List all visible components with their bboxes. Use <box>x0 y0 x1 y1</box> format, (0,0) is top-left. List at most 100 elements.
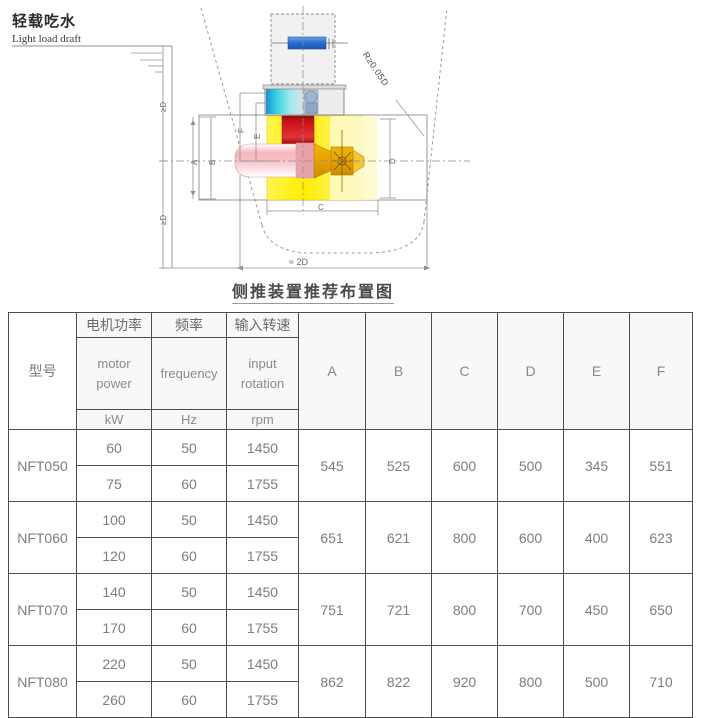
table-header-row-units: kW Hz rpm <box>9 409 693 430</box>
drive-unit-cyan <box>266 89 306 114</box>
waterline-leader <box>12 45 173 268</box>
motor-shaft <box>271 38 348 49</box>
cell-rotation: 1450 <box>226 501 299 538</box>
cell-dim-a: 862 <box>298 645 366 718</box>
cell-frequency: 60 <box>151 537 227 574</box>
dimension-C <box>266 200 379 215</box>
cell-dim-d: 600 <box>497 501 564 574</box>
cell-rotation: 1755 <box>226 681 299 718</box>
cell-dim-e: 345 <box>563 429 630 502</box>
table-row: NFT070 140 50 1450 751 721 800 700 450 6… <box>8 573 693 646</box>
row-model: NFT080 <box>8 645 77 718</box>
dimension-B <box>199 116 216 200</box>
header-dim-b: B <box>365 312 432 430</box>
cell-dim-e: 400 <box>563 501 630 574</box>
cell-frequency: 60 <box>151 609 227 646</box>
electric-motor-bar <box>287 36 327 50</box>
dimension-label-f: F <box>237 128 246 133</box>
cell-frequency: 50 <box>151 501 227 538</box>
cell-dim-c: 600 <box>431 429 498 502</box>
cell-frequency: 50 <box>151 429 227 466</box>
cell-dim-c: 800 <box>431 573 498 646</box>
header-input-rotation-unit: rpm <box>226 409 299 430</box>
drive-unit-flange <box>262 84 347 90</box>
cell-dim-c: 800 <box>431 501 498 574</box>
table-row: 120 60 1755 <box>9 537 693 574</box>
cell-dim-e: 500 <box>563 645 630 718</box>
bottom-width-label: ≈ 2D <box>289 257 308 267</box>
cell-dim-f: 650 <box>629 573 693 646</box>
table-header-row-en: motor power frequency input rotation <box>9 337 693 410</box>
cell-power: 100 <box>76 501 152 538</box>
cell-power: 120 <box>76 537 152 574</box>
cell-rotation: 1450 <box>226 429 299 466</box>
cell-dim-b: 621 <box>365 501 432 574</box>
cell-frequency: 50 <box>151 645 227 682</box>
table-row: 170 60 1755 <box>9 609 693 646</box>
cell-power: 220 <box>76 645 152 682</box>
cell-dim-a: 751 <box>298 573 366 646</box>
dimension-label-d: D <box>388 158 397 164</box>
table-header-row-cn: 型号 电机功率 频率 输入转速 A B C D E F <box>8 312 693 430</box>
table-row: NFT060 100 50 1450 651 621 800 600 400 6… <box>8 501 693 574</box>
header-dim-d: D <box>497 312 564 430</box>
dimension-label-upper-d: ≥D <box>159 101 168 112</box>
row-model: NFT050 <box>8 429 77 502</box>
dimension-label-lower-d: ≥D <box>159 214 168 225</box>
cell-rotation: 1755 <box>226 465 299 502</box>
propeller-tail-cone <box>352 149 365 174</box>
table-row: NFT050 60 50 1450 545 525 600 500 345 55… <box>8 429 693 502</box>
cell-power: 60 <box>76 429 152 466</box>
dimension-label-b: B <box>208 159 217 165</box>
drive-unit-coupling <box>303 89 319 115</box>
radius-leader <box>395 99 425 137</box>
cell-dim-d: 500 <box>497 429 564 502</box>
cell-rotation: 1755 <box>226 609 299 646</box>
cell-dim-c: 920 <box>431 645 498 718</box>
header-dim-f: F <box>629 312 693 430</box>
motor-nose <box>234 143 311 178</box>
cell-dim-b: 822 <box>365 645 432 718</box>
cell-power: 170 <box>76 609 152 646</box>
dimension-A <box>190 117 196 199</box>
header-frequency-unit: Hz <box>151 409 227 430</box>
row-model: NFT070 <box>8 573 77 646</box>
gearbox-red-block <box>281 115 315 145</box>
table-row: 260 60 1755 <box>9 681 693 718</box>
cell-dim-f: 551 <box>629 429 693 502</box>
diagram-caption: 侧推装置推荐布置图 <box>232 278 395 304</box>
header-frequency-en: frequency <box>151 337 227 410</box>
cell-power: 260 <box>76 681 152 718</box>
cell-rotation: 1450 <box>226 573 299 610</box>
header-input-rotation-cn: 输入转速 <box>226 312 299 338</box>
dimension-E <box>255 102 268 161</box>
dimension-label-e: E <box>253 133 262 139</box>
header-motor-power-cn: 电机功率 <box>76 312 152 338</box>
specification-table: 型号 电机功率 频率 输入转速 A B C D E F motor power … <box>8 312 693 718</box>
motor-body <box>295 142 317 179</box>
cell-rotation: 1450 <box>226 645 299 682</box>
light-load-draft-title-cn: 轻载吃水 <box>12 14 77 30</box>
header-model: 型号 <box>8 312 77 430</box>
waterline-hatch <box>131 52 163 73</box>
header-dim-e: E <box>563 312 630 430</box>
cell-dim-b: 525 <box>365 429 432 502</box>
cell-frequency: 50 <box>151 573 227 610</box>
dimension-label-c: C <box>318 203 324 212</box>
cell-dim-a: 545 <box>298 429 366 502</box>
cell-dim-d: 800 <box>497 645 564 718</box>
header-motor-power-en: motor power <box>76 337 152 410</box>
diagram-canvas <box>12 6 470 271</box>
dimension-D <box>380 118 396 199</box>
header-motor-power-unit: kW <box>76 409 152 430</box>
cell-power: 75 <box>76 465 152 502</box>
dimension-label-a: A <box>190 159 199 165</box>
dimension-bottom-2D <box>163 160 430 271</box>
cell-dim-a: 651 <box>298 501 366 574</box>
specification-table-container: 型号 电机功率 频率 输入转速 A B C D E F motor power … <box>8 312 693 718</box>
header-dim-a: A <box>298 312 366 430</box>
header-input-rotation-en: input rotation <box>226 337 299 410</box>
cell-dim-f: 623 <box>629 501 693 574</box>
vertical-dimension-chain <box>159 45 167 269</box>
